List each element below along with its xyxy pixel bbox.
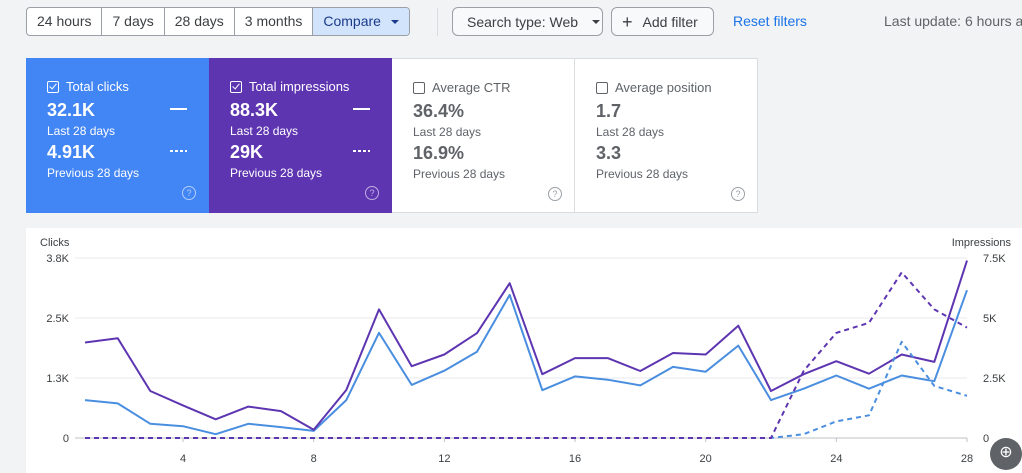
range-24-hours-button[interactable]: 24 hours xyxy=(27,8,103,35)
performance-chart: Clicks Impressions 3.8K 7.5K 2.5K 5K 1.3K 2.5K 0… xyxy=(40,237,1012,465)
y-tick-right-label: 7.5K xyxy=(983,253,1006,265)
date-range-selector: 24 hours 7 days 28 days 3 months Compare xyxy=(26,7,410,36)
card-prev-period: Previous 28 days xyxy=(413,167,506,181)
card-prev-value: 4.91K xyxy=(47,142,96,162)
y-tick-right-label: 2.5K xyxy=(983,373,1006,385)
add-filter-button[interactable]: + Add filter xyxy=(611,7,714,36)
solid-line-legend-icon xyxy=(353,108,370,110)
plus-icon: + xyxy=(622,11,633,32)
help-icon[interactable]: ? xyxy=(731,187,745,201)
last-update-text: Last update: 6 hours a xyxy=(884,13,1022,29)
compare-label: Compare xyxy=(323,13,381,29)
card-period: Last 28 days xyxy=(413,125,482,139)
toolbar: 24 hours 7 days 28 days 3 months Compare… xyxy=(0,0,1022,44)
checkbox-checked-icon[interactable] xyxy=(230,80,242,93)
card-label: Total clicks xyxy=(66,79,129,94)
y-tick-right-label: 0 xyxy=(983,433,989,445)
card-label: Total impressions xyxy=(249,79,350,94)
y-tick-left-label: 2.5K xyxy=(46,313,69,325)
clicks-previous-series-line xyxy=(85,340,968,439)
y-tick-left-label: 3.8K xyxy=(46,253,69,265)
card-prev-value: 16.9% xyxy=(413,143,465,163)
range-7-days-button[interactable]: 7 days xyxy=(102,8,165,35)
card-header: Total clicks xyxy=(47,79,129,94)
impressions-series-line xyxy=(84,260,968,431)
dashed-line-legend-icon xyxy=(170,150,187,152)
metric-card-average-position[interactable]: Average position 1.7 Last 28 days 3.3 Pr… xyxy=(575,58,758,213)
card-period: Last 28 days xyxy=(230,124,299,138)
help-icon[interactable]: ? xyxy=(365,186,379,200)
y-axis-left-title: Clicks xyxy=(40,237,70,249)
card-prev-period: Previous 28 days xyxy=(230,166,323,180)
range-28-days-button[interactable]: 28 days xyxy=(165,8,235,35)
performance-chart-panel: Clicks Impressions 3.8K 7.5K 2.5K 5K 1.3K 2.5K 0… xyxy=(26,228,1022,473)
card-period: Last 28 days xyxy=(596,125,665,139)
card-value: 88.3K xyxy=(230,100,279,120)
card-value: 32.1K xyxy=(47,100,96,120)
card-label: Average CTR xyxy=(432,80,511,95)
metric-card-total-impressions[interactable]: Total impressions 88.3K Last 28 days 29K… xyxy=(209,58,392,213)
metric-card-total-clicks[interactable]: Total clicks 32.1K Last 28 days 4.91K Pr… xyxy=(26,58,209,213)
dashed-line-legend-icon xyxy=(353,150,370,152)
compare-button[interactable]: Compare xyxy=(313,8,409,35)
metric-card-average-ctr[interactable]: Average CTR 36.4% Last 28 days 16.9% Pre… xyxy=(392,58,575,213)
x-tick-label: 4 xyxy=(180,453,186,465)
card-prev-period: Previous 28 days xyxy=(596,167,689,181)
chevron-down-icon xyxy=(592,19,601,24)
checkbox-unchecked-icon[interactable] xyxy=(413,81,425,94)
checkbox-checked-icon[interactable] xyxy=(47,80,59,93)
clicks-series-line xyxy=(84,289,968,436)
card-period: Last 28 days xyxy=(47,124,116,138)
card-prev-value: 29K xyxy=(230,142,264,162)
solid-line-legend-icon xyxy=(170,108,187,110)
card-prev-value: 3.3 xyxy=(596,143,622,163)
card-header: Average CTR xyxy=(413,80,511,95)
card-header: Average position xyxy=(596,80,712,95)
x-tick-label: 28 xyxy=(961,453,973,465)
y-tick-right-label: 5K xyxy=(983,313,997,325)
zoom-in-icon[interactable]: ⊕ xyxy=(990,438,1022,470)
impressions-previous-series-line xyxy=(85,271,968,439)
help-icon[interactable]: ? xyxy=(548,187,562,201)
search-type-dropdown[interactable]: Search type: Web xyxy=(452,7,603,36)
x-tick-label: 16 xyxy=(569,453,581,465)
add-filter-label: Add filter xyxy=(642,13,698,30)
reset-filters-link[interactable]: Reset filters xyxy=(733,13,807,29)
y-tick-left-label: 0 xyxy=(63,433,69,445)
y-tick-left-label: 1.3K xyxy=(46,373,69,385)
card-header: Total impressions xyxy=(230,79,349,94)
checkbox-unchecked-icon[interactable] xyxy=(596,81,608,94)
x-tick-label: 24 xyxy=(830,453,842,465)
x-tick-label: 20 xyxy=(700,453,712,465)
toolbar-divider xyxy=(437,8,438,36)
x-tick-label: 12 xyxy=(438,453,450,465)
card-prev-period: Previous 28 days xyxy=(47,166,140,180)
card-label: Average position xyxy=(615,80,712,95)
range-3-months-button[interactable]: 3 months xyxy=(235,8,314,35)
card-value: 1.7 xyxy=(596,101,622,121)
metric-cards: Total clicks 32.1K Last 28 days 4.91K Pr… xyxy=(26,58,758,213)
chevron-down-icon xyxy=(390,19,399,24)
card-value: 36.4% xyxy=(413,101,465,121)
x-tick-label: 8 xyxy=(311,453,317,465)
y-axis-right-title: Impressions xyxy=(952,237,1012,249)
help-icon[interactable]: ? xyxy=(182,186,196,200)
search-type-label: Search type: Web xyxy=(467,13,579,30)
